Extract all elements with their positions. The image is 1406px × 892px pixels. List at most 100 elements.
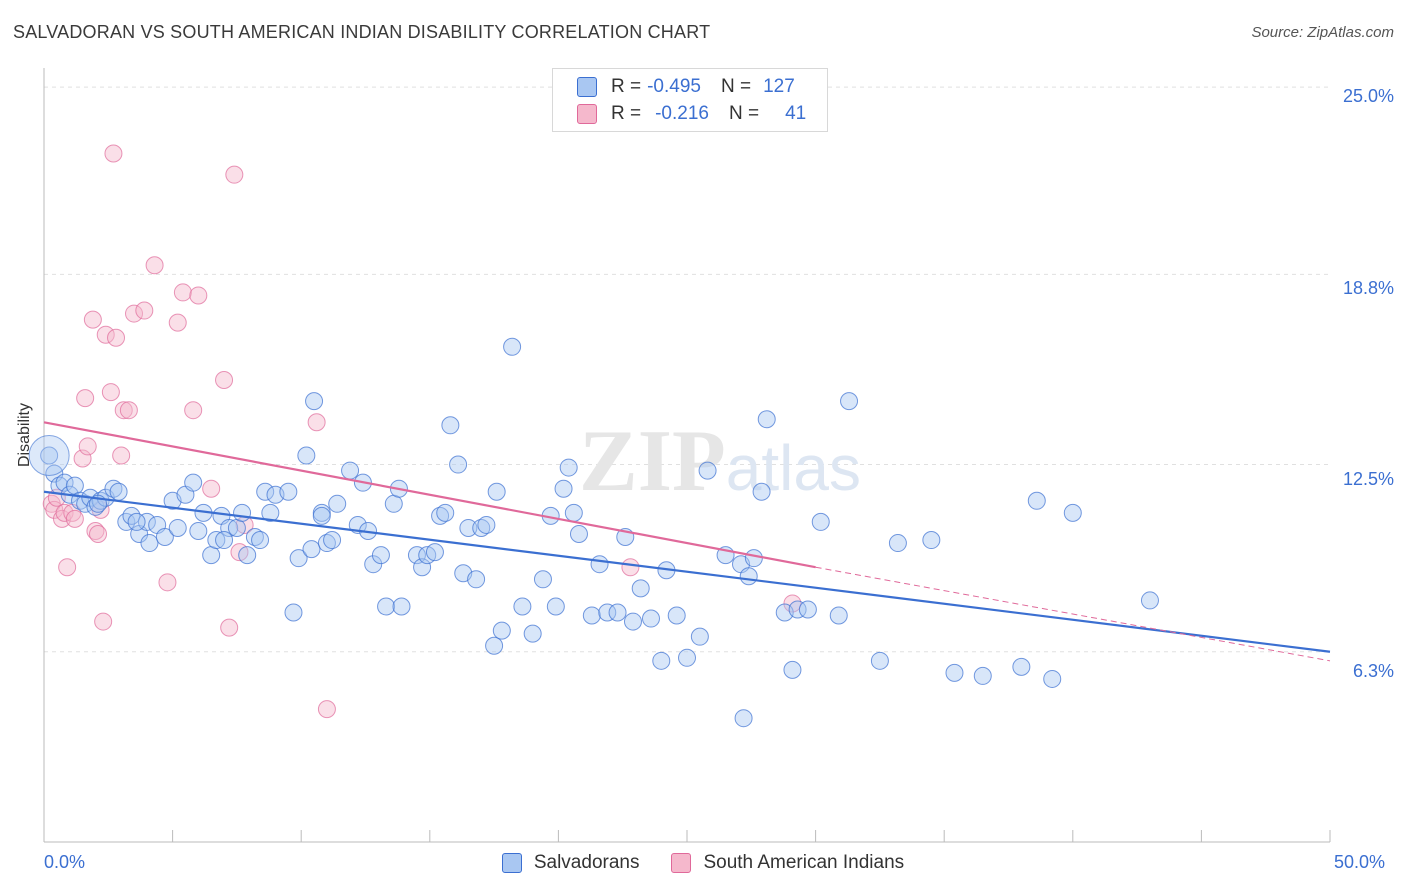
data-point-salvadoran [590, 555, 609, 574]
data-point-salvadoran [207, 531, 226, 550]
data-point-salvadoran [472, 518, 491, 537]
data-point-south-american-indian [783, 594, 802, 613]
data-point-salvadoran [65, 476, 84, 495]
data-point-salvadoran [652, 651, 671, 670]
data-point-south-american-indian [317, 700, 336, 719]
data-point-salvadoran [487, 482, 506, 501]
data-point-salvadoran [384, 494, 403, 513]
r-value: -0.495 [647, 76, 701, 97]
data-point-salvadoran [233, 503, 252, 522]
trend-line-salvadorans [43, 490, 1331, 653]
y-tick-label: 18.8% [1342, 278, 1394, 298]
data-point-south-american-indian [78, 437, 97, 456]
data-point-salvadoran [477, 515, 496, 534]
legend-item-salvadorans: Salvadorans [501, 852, 639, 874]
legend-swatch-blue [577, 77, 597, 97]
data-point-south-american-indian [65, 509, 84, 528]
data-point-salvadoran [245, 528, 264, 547]
chart-title: SALVADORAN VS SOUTH AMERICAN INDIAN DISA… [13, 22, 711, 42]
data-point-south-american-indian [621, 558, 640, 577]
data-point-south-american-indian [168, 313, 187, 332]
source-label: Source: ZipAtlas.com [1251, 24, 1394, 41]
data-point-south-american-indian [307, 413, 326, 432]
legend-item-south-american-indians: South American Indians [671, 852, 904, 874]
r-label: R = [611, 103, 642, 124]
data-point-salvadoran [323, 531, 342, 550]
data-point-salvadoran [317, 534, 336, 553]
data-point-salvadoran [431, 506, 450, 525]
data-point-salvadoran [341, 461, 360, 480]
data-point-salvadoran [189, 521, 208, 540]
data-point-south-american-indian [184, 401, 203, 420]
data-point-south-american-indian [215, 371, 234, 389]
data-point-salvadoran [238, 546, 257, 565]
data-point-salvadoran [623, 612, 642, 631]
data-point-salvadoran [1012, 657, 1031, 676]
watermark: ZIPatlas [579, 413, 861, 510]
series-south-american-indians [42, 144, 802, 719]
data-point-salvadoran [220, 518, 239, 537]
data-point-salvadoran [1063, 503, 1082, 522]
data-point-salvadoran [582, 606, 601, 625]
data-point-south-american-indian [135, 301, 154, 320]
data-point-south-american-indian [58, 558, 77, 577]
data-point-south-american-indian [225, 165, 244, 184]
data-point-south-american-indian [104, 144, 123, 163]
r-label: R = [611, 76, 642, 97]
data-point-salvadoran [256, 482, 275, 501]
data-point-salvadoran [559, 458, 578, 477]
r-value: -0.216 [655, 103, 709, 124]
data-point-salvadoran [137, 512, 156, 531]
data-point-salvadoran [783, 660, 802, 679]
data-point-salvadoran [667, 606, 686, 625]
data-point-south-american-indian [145, 256, 164, 275]
legend-swatch-pink [671, 853, 692, 873]
data-point-south-american-indian [94, 612, 113, 631]
data-point-salvadoran [788, 600, 807, 619]
legend-label: South American Indians [703, 852, 905, 873]
data-point-salvadoran [757, 410, 776, 429]
data-point-south-american-indian [55, 503, 74, 522]
data-point-salvadoran [155, 528, 174, 547]
data-point-salvadoran [227, 518, 246, 537]
data-point-salvadoran [413, 558, 432, 577]
data-point-salvadoran [184, 473, 203, 492]
data-point-south-american-indian [202, 479, 221, 498]
data-point-salvadoran [279, 482, 298, 501]
data-point-south-american-indian [96, 325, 115, 344]
data-point-salvadoran [698, 461, 717, 480]
y-tick-label: 12.5% [1342, 469, 1394, 489]
legend-row-south-american-indians: R = -0.216 N = 41 [577, 102, 806, 126]
n-value: 41 [785, 103, 807, 124]
data-point-salvadoran [641, 609, 660, 628]
data-point-salvadoran [564, 503, 583, 522]
data-point-salvadoran [305, 392, 324, 411]
data-point-salvadoran [371, 546, 390, 565]
data-point-south-american-indian [119, 401, 138, 420]
data-point-salvadoran [251, 531, 270, 550]
data-point-salvadoran [1043, 669, 1062, 688]
data-point-salvadoran [328, 494, 347, 513]
data-point-salvadoran [513, 597, 532, 616]
data-point-salvadoran [945, 663, 964, 682]
data-point-salvadoran [598, 603, 617, 622]
data-point-salvadoran [459, 518, 478, 537]
data-point-salvadoran [109, 482, 128, 501]
data-point-salvadoran [302, 540, 321, 559]
series-salvadorans [28, 337, 1159, 728]
data-point-salvadoran [297, 446, 316, 465]
data-point-salvadoran [829, 606, 848, 625]
data-point-salvadoran [76, 494, 95, 513]
data-point-salvadoran [392, 597, 411, 616]
data-point-salvadoran [734, 709, 753, 728]
y-tick-label: 25.0% [1342, 86, 1394, 106]
data-point-south-american-indian [112, 446, 131, 465]
y-tick-label: 6.3% [1352, 661, 1394, 681]
data-point-salvadoran [492, 621, 511, 640]
data-point-south-american-indian [73, 449, 92, 468]
data-point-salvadoran [55, 473, 74, 492]
data-point-salvadoran [117, 512, 136, 531]
legend-swatch-blue [501, 853, 522, 873]
n-label: N = [728, 103, 760, 124]
data-point-salvadoran [744, 549, 763, 568]
